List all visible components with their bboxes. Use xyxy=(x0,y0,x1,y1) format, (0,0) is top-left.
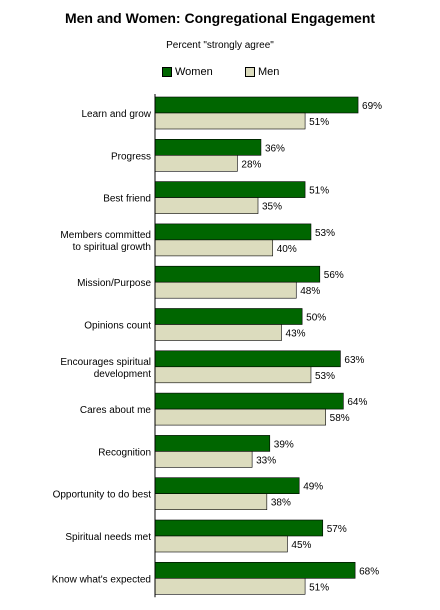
bar-women-progress xyxy=(154,139,262,156)
category-label-learn-and-grow: Learn and grow xyxy=(82,109,152,120)
bar-men-cares-about-me xyxy=(154,408,326,426)
category-label-spiritual-needs-met: Spiritual needs met xyxy=(65,532,151,543)
legend-swatch-men xyxy=(245,67,255,77)
value-label-women-recognition: 39% xyxy=(274,439,294,450)
legend-item-women: Women xyxy=(162,66,213,78)
value-label-women-opinions-count: 50% xyxy=(306,313,326,324)
bar-men-know-what-s-expected xyxy=(154,577,306,595)
value-label-women-opportunity-to-do-best: 49% xyxy=(303,482,323,493)
value-label-women-cares-about-me: 64% xyxy=(347,397,367,408)
bar-women-opinions-count xyxy=(154,308,303,325)
bar-men-spiritual-needs-met xyxy=(154,535,288,553)
value-label-women-know-what-s-expected: 68% xyxy=(359,566,379,577)
legend-item-men: Men xyxy=(245,66,279,78)
value-label-men-learn-and-grow: 51% xyxy=(309,117,329,128)
legend-label-men: Men xyxy=(258,66,280,78)
value-label-men-members-committed-to-spiritual-growth: 40% xyxy=(277,244,297,255)
bar-women-opportunity-to-do-best xyxy=(154,477,300,495)
category-label-mission-purpose: Mission/Purpose xyxy=(77,278,151,289)
bar-men-encourages-spiritual-development xyxy=(154,366,312,384)
value-label-men-encourages-spiritual-development: 53% xyxy=(315,371,335,382)
value-label-women-best-friend: 51% xyxy=(309,186,329,197)
value-label-women-progress: 36% xyxy=(265,143,285,154)
category-label-progress: Progress xyxy=(111,151,151,162)
bar-women-spiritual-needs-met xyxy=(154,519,324,537)
category-label-recognition: Recognition xyxy=(98,447,151,458)
category-label-members-committed-to-spiritual-growth-line-2: to spiritual growth xyxy=(73,242,151,253)
category-label-members-committed-to-spiritual-growth-line-1: Members committed xyxy=(60,230,151,241)
legend-swatch-women xyxy=(162,67,172,77)
chart-title: Men and Women: Congregational Engagement xyxy=(64,10,376,26)
value-label-men-cares-about-me: 58% xyxy=(330,413,350,424)
value-label-women-learn-and-grow: 69% xyxy=(362,101,382,112)
bar-men-learn-and-grow xyxy=(154,112,306,130)
value-label-men-opportunity-to-do-best: 38% xyxy=(271,498,291,509)
category-label-encourages-spiritual-development-line-1: Encourages spiritual xyxy=(60,357,151,368)
category-label-best-friend: Best friend xyxy=(103,194,151,205)
bar-women-recognition xyxy=(154,435,271,452)
value-label-men-recognition: 33% xyxy=(256,455,276,466)
value-label-women-encourages-spiritual-development: 63% xyxy=(344,355,364,366)
bar-men-recognition xyxy=(154,451,253,468)
value-label-women-members-committed-to-spiritual-growth: 53% xyxy=(315,228,335,239)
bar-men-opinions-count xyxy=(154,324,282,341)
value-label-men-spiritual-needs-met: 45% xyxy=(291,540,311,551)
bar-women-know-what-s-expected xyxy=(154,561,356,579)
bar-women-cares-about-me xyxy=(154,392,344,410)
bar-women-encourages-spiritual-development xyxy=(154,350,341,368)
bar-men-best-friend xyxy=(154,197,259,214)
bar-women-members-committed-to-spiritual-growth xyxy=(154,223,312,241)
category-label-opinions-count: Opinions count xyxy=(84,321,151,332)
bar-women-mission-purpose xyxy=(154,265,321,283)
value-label-men-best-friend: 35% xyxy=(262,202,282,213)
bar-women-learn-and-grow xyxy=(154,96,359,114)
bar-women-best-friend xyxy=(154,181,306,198)
value-label-men-know-what-s-expected: 51% xyxy=(309,582,329,593)
value-label-women-mission-purpose: 56% xyxy=(324,270,344,281)
category-label-encourages-spiritual-development-line-2: development xyxy=(94,369,151,380)
value-label-men-opinions-count: 43% xyxy=(286,329,306,340)
legend-label-women: Women xyxy=(175,66,213,78)
bar-men-mission-purpose xyxy=(154,281,297,299)
chart-subtitle: Percent "strongly agree" xyxy=(166,40,274,51)
category-label-cares-about-me: Cares about me xyxy=(80,405,152,416)
bar-men-progress xyxy=(154,155,238,172)
value-label-men-mission-purpose: 48% xyxy=(300,286,320,297)
value-label-men-progress: 28% xyxy=(241,159,261,170)
bar-men-members-committed-to-spiritual-growth xyxy=(154,239,274,257)
category-label-opportunity-to-do-best: Opportunity to do best xyxy=(53,490,152,501)
value-label-women-spiritual-needs-met: 57% xyxy=(327,524,347,535)
bar-men-opportunity-to-do-best xyxy=(154,493,268,511)
category-label-know-what-s-expected: Know what's expected xyxy=(52,574,151,585)
